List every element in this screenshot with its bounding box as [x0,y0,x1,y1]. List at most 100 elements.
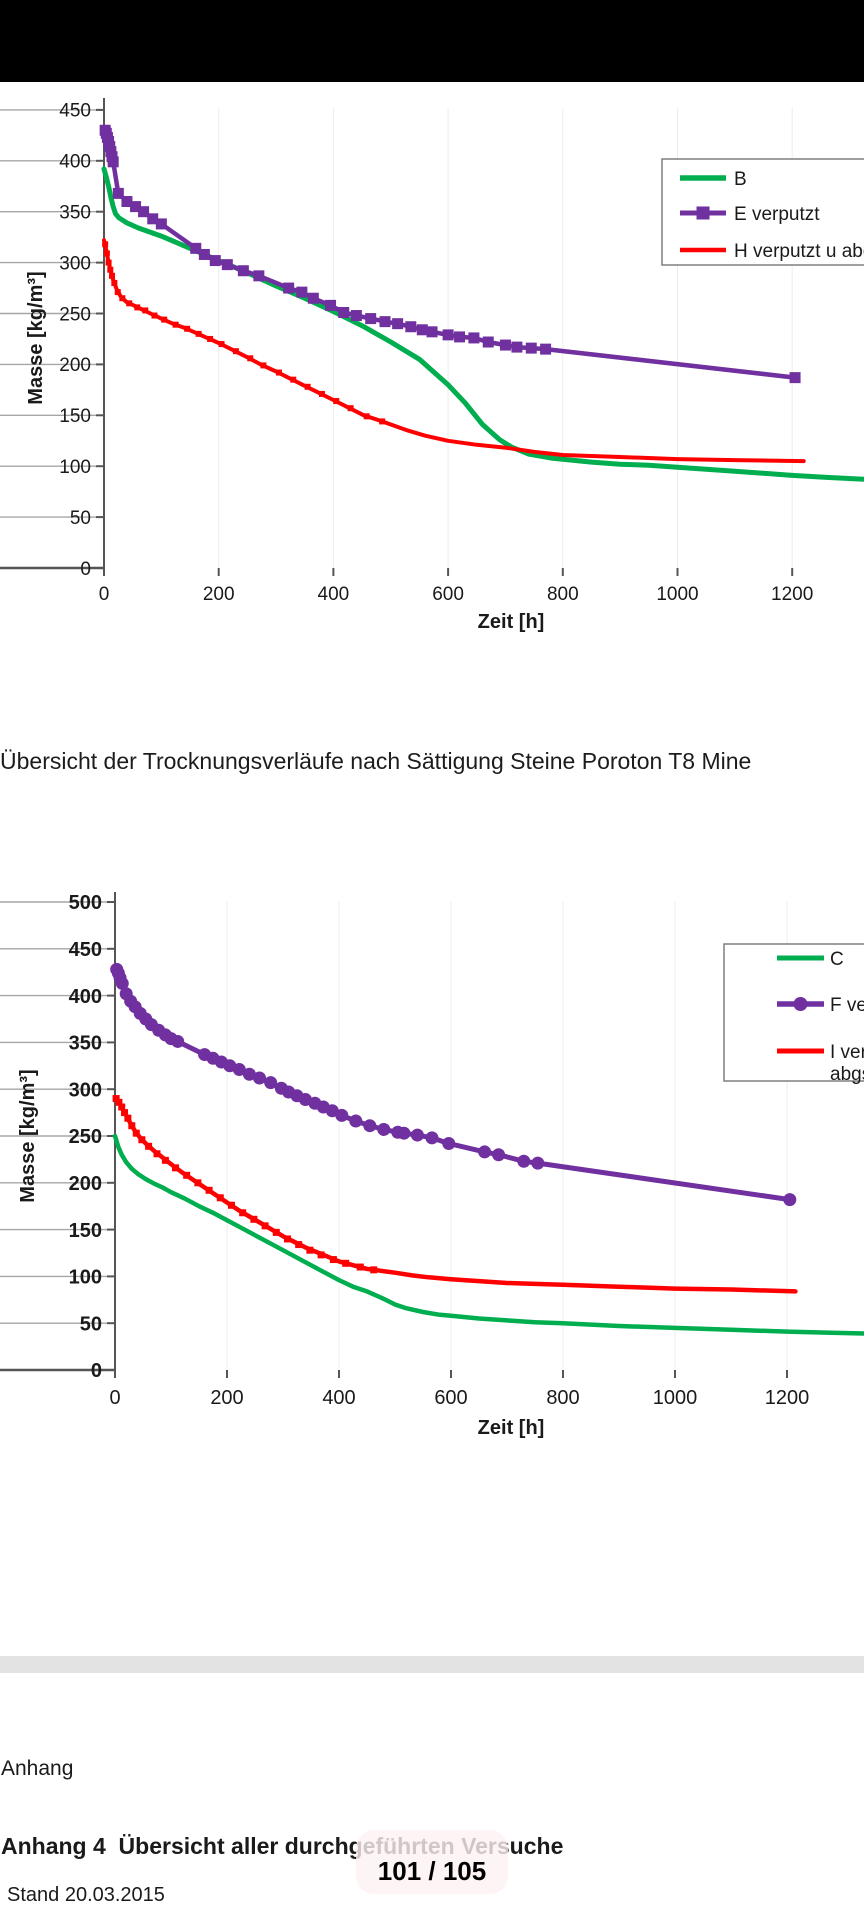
chart-1-y-tick-label: 250 [59,304,91,325]
chart-1-marker-E [338,306,350,318]
chart-2-bump-I [124,1114,132,1122]
chart-2-legend-label-F: F ver [830,995,864,1016]
chart-2-x-axis-title: Zeit [h] [478,1417,545,1439]
chart-1-y-tick-label: 150 [59,406,91,427]
chart-2-marker-F [425,1131,439,1145]
chart-2-x-tick-label: 800 [546,1387,579,1409]
chart-1-bump-H [232,348,239,355]
chart-1-bump-H [161,316,168,323]
chart-1-bump-H [107,266,114,273]
chart-1-marker-E [468,332,480,344]
chart-2-marker-F [232,1063,246,1077]
chart-1-marker-E [99,124,111,136]
chart-2-marker-F [124,994,138,1008]
chart-1-marker-E [511,341,523,353]
chart-2: 0 50 100 150 200 250 300 350 400 450 500 0 200 400 600… [0,892,864,1439]
chart-1-marker-E [307,292,319,304]
chart-2-marker-F [377,1122,391,1136]
chart-1-bump-H [142,307,149,314]
chart-2-y-tick-label: 250 [69,1126,102,1148]
chart-1-x-tick-label: 400 [318,584,350,605]
chart-1: 0 50 100 150 200 250 300 350 400 450 0 200 400 600 800… [0,98,864,633]
chart-2-x-tick-label: 400 [322,1387,355,1409]
chart-2-marker-F [152,1023,166,1037]
chart-2-bump-I [128,1122,136,1130]
chart-2-x-tick-label: 0 [109,1387,120,1409]
chart-1-marker-E [103,135,115,147]
chart-1-series-B [101,166,864,482]
chart-1-bump-H [151,312,158,319]
chart-2-marker-F [133,1006,147,1020]
chart-1-bump-H [333,398,340,405]
chart-2-bump-I [171,1164,179,1172]
chart-1-marker-E [379,316,391,328]
chart-1-marker-E [105,146,117,158]
chart-2-x-tick-label: 1200 [765,1387,810,1409]
chart-1-marker-E [365,313,377,325]
chart-2-marker-F [290,1089,304,1103]
chart-1-marker-E [350,310,362,322]
chart-2-bump-I [239,1209,247,1217]
chart-1-marker-E [101,131,113,143]
chart-1-legend-label-H: H verputzt u abg [734,241,864,262]
chart-1-y-tick-label: 450 [59,101,91,122]
chart-2-y-tick-label: 350 [69,1033,102,1055]
chart-2-series-I [112,1095,798,1294]
chart-2-legend-box [723,943,864,1082]
chart-1-marker-E [237,265,249,277]
chart-2-marker-F [119,987,133,1001]
chart-2-y-tick-label: 500 [69,892,102,914]
top-black-bar [0,0,864,82]
chart-2-bump-I [112,1095,120,1103]
chart-1-marker-E [147,213,159,225]
chart-2-bump-I [121,1109,129,1117]
chart-2-bump-I [138,1136,146,1144]
chart-1-bump-H [111,279,118,286]
chart-1-bump-H [247,355,254,362]
chart-2-marker-F [115,976,129,990]
chart-2-bump-I [227,1201,235,1209]
chart-2-marker-F [531,1156,545,1170]
chart-2-marker-F [198,1048,212,1062]
chart-2-marker-F [158,1028,172,1042]
chart-2-marker-F [223,1059,237,1073]
chart-1-bump-H [195,330,202,337]
chart-2-marker-F [128,1000,142,1014]
chart-2-marker-F [171,1034,185,1048]
chart-1-marker-E [121,196,133,208]
chart-1-y-tick-label: 400 [59,152,91,173]
chart-1-series-H [102,238,806,464]
chart-1-legend-label-B: B [734,169,747,190]
chart-2-marker-F [164,1032,178,1046]
chart-1-x-tick-label: 200 [203,584,235,605]
chart-2-x-tick-label: 200 [210,1387,243,1409]
chart-1-bump-H [379,418,386,425]
chart-2-marker-F [335,1108,349,1122]
chart-2-marker-F [783,1193,797,1207]
chart-2-marker-F [397,1126,411,1140]
chart-1-bump-H [184,325,191,332]
chart-1-legend-label-E: E verputzt [734,204,820,225]
chart-1-bump-H [207,335,214,342]
date-note: Stand 20.03.2015 [7,1884,165,1906]
chart-1-marker-E [525,342,537,354]
chart-1-y-tick-label: 0 [80,559,91,580]
chart-1-x-tick-label: 1000 [656,584,698,605]
chart-2-marker-F [316,1100,330,1114]
chart-1-marker-E [426,326,438,338]
chart-2-marker-F [325,1104,339,1118]
page-indicator-text: 101 / 105 [377,1856,487,1886]
chart-2-marker-F [110,962,124,976]
chart-2-x-tick-label: 1000 [653,1387,698,1409]
chart-1-bump-H [218,341,225,348]
chart-1-bump-H [103,250,110,257]
chart-1-legend-box [661,158,864,266]
chart-1-marker-E [454,331,466,343]
chart-1-bump-H [290,376,297,383]
chart-2-bump-I [216,1194,224,1202]
chart-2-bump-I [329,1256,337,1264]
chart-2-series-C [112,1133,864,1336]
chart-1-marker-E [296,286,308,298]
chart-1-bump-H [102,241,109,248]
